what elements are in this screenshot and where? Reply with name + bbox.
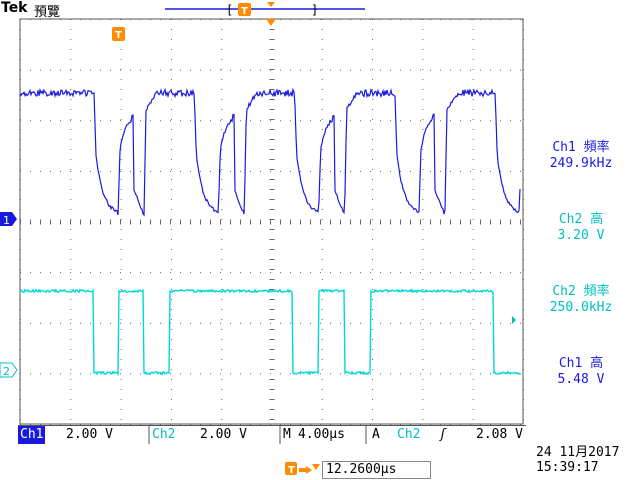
svg-text:T: T: [241, 6, 248, 17]
record-length-bar: [ ] T: [165, 2, 365, 17]
svg-text:2: 2: [3, 365, 10, 378]
ch2-waveform: [20, 290, 520, 374]
date-time: 24 11月2017 15:39:17: [536, 445, 640, 475]
svg-text:1: 1: [3, 214, 10, 227]
bottom-bar-separators: [18, 425, 526, 444]
measurement-ch1-frequency: Ch1 頻率 249.9kHz: [522, 140, 640, 172]
measurement-ch1-high: Ch1 高 5.48 V: [522, 356, 640, 388]
trigger-position-marker: [266, 19, 276, 26]
trigger-position-icon: T: [284, 460, 320, 478]
measurement-ch2-frequency: Ch2 頻率 250.0kHz: [522, 284, 640, 316]
trigger-level-marker: [512, 316, 516, 324]
ch2-ground-marker: 2: [0, 363, 17, 378]
svg-text:T: T: [288, 465, 295, 476]
ch1-waveform: [20, 90, 520, 215]
measurement-ch2-high: Ch2 高 3.20 V: [522, 212, 640, 244]
svg-text:]: ]: [311, 3, 318, 17]
svg-text:[: [: [226, 3, 233, 17]
trigger-position-value: 12.2600µs: [322, 461, 431, 479]
svg-text:T: T: [115, 30, 122, 41]
graticule-grid: [20, 19, 524, 425]
trigger-marker-icon: T: [112, 27, 125, 41]
ch1-ground-marker: 1: [0, 212, 17, 227]
